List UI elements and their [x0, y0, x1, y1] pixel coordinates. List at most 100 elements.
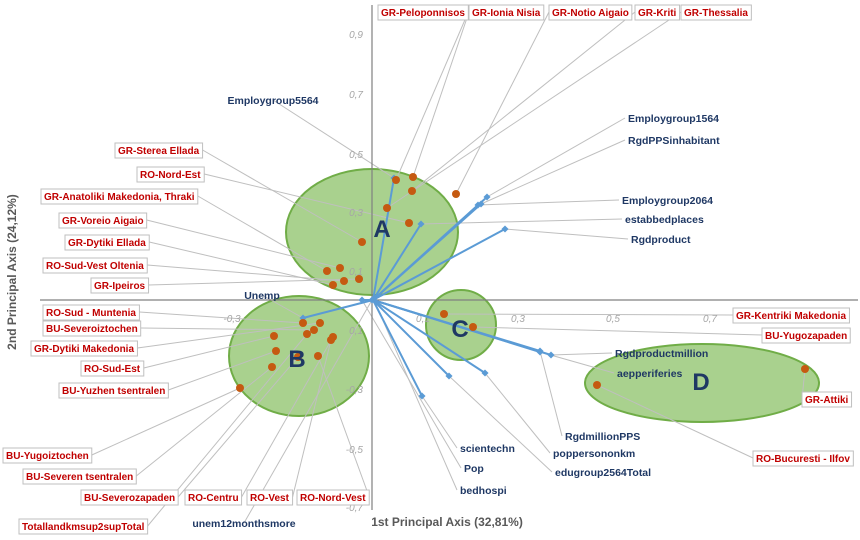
region-label-bu-severozapaden: BU-Severozapaden — [84, 493, 175, 504]
leader-gr-sterea-ellada — [202, 149, 363, 243]
cluster-ellipse-c — [425, 289, 497, 361]
cluster-label-c: C — [451, 316, 468, 343]
point-bu-severen-tsentralen — [268, 363, 276, 371]
y-tick-label: -0,7 — [346, 503, 364, 514]
leader-ro-bucuresti-ilfov — [596, 384, 754, 459]
region-label-ro-vest: RO-Vest — [250, 493, 290, 504]
vector-employgroup2064 — [372, 204, 479, 301]
leader-pop — [361, 299, 462, 469]
point-ro-vest — [327, 336, 335, 344]
vector-edugroup2564total — [372, 299, 450, 377]
leader-unem12monthsmore — [243, 299, 373, 524]
region-label-gr-ionia-nisia: GR-Ionia Nisia — [472, 8, 541, 19]
region-label-ro-sud-muntenia: RO-Sud - Muntenia — [46, 308, 136, 319]
leader-gr-ipeiros — [148, 278, 360, 286]
variable-label-estabbedplaces: estabbedplaces — [625, 214, 704, 226]
leader-gr-anatoliki-makedonia-thraki — [197, 195, 328, 272]
point-bu-severoiztochen — [310, 326, 318, 334]
leader-rgdmillionpps — [539, 350, 563, 437]
leader-bu-yugoiztochen — [91, 387, 241, 456]
vector-tip-rgdmillionpps — [536, 347, 544, 355]
region-label-box-gr-attiki — [801, 391, 853, 408]
vector-tip-poppersononkm — [481, 369, 489, 377]
region-label-ro-nord-vest: RO-Nord-Vest — [300, 493, 366, 504]
variable-label-pop: Pop — [464, 463, 484, 475]
region-label-gr-kentriki-makedonia: GR-Kentriki Makedonia — [736, 311, 846, 322]
y-tick-label: 0,1 — [349, 267, 363, 278]
leader-employgroup1564 — [486, 117, 626, 198]
region-label-box-bu-yuzhen-tsentralen — [58, 382, 169, 399]
leader-ro-sud-muntenia — [139, 311, 304, 324]
variable-label-unem12monthsmore: unem12monthsmore — [192, 518, 295, 530]
vector-tip-edugroup2564total — [445, 372, 453, 380]
vector-scientechn — [372, 299, 423, 397]
cluster-label-a: A — [373, 216, 390, 243]
point-gr-attiki — [801, 365, 809, 373]
region-label-box-ro-bucuresti-ilfov — [752, 450, 854, 467]
vector-tip-scientechn — [418, 392, 426, 400]
variable-label-unemp: Unemp — [244, 290, 280, 302]
leader-ro-nord-vest — [317, 355, 370, 498]
point-gr-dytiki-ellada — [329, 281, 337, 289]
vector-rgdmillionpps — [372, 299, 541, 352]
region-label-ro-centru: RO-Centru — [188, 493, 239, 504]
point-gr-anatoliki-makedonia-thraki — [323, 267, 331, 275]
region-label-bu-yuzhen-tsentralen: BU-Yuzhen tsentralen — [62, 386, 165, 397]
leader-gr-thessalia — [386, 11, 682, 209]
y-tick-label: -0,5 — [346, 445, 364, 456]
region-label-bu-yugoiztochen: BU-Yugoiztochen — [6, 451, 89, 462]
region-label-ro-sud-est: RO-Sud-Est — [84, 364, 141, 375]
y-axis-title: 2nd Principal Axis (24,12%) — [5, 194, 19, 350]
leader-ro-centru — [241, 336, 334, 498]
cluster-label-d: D — [692, 369, 709, 396]
variable-label-edugroup2564total: edugroup2564Total — [555, 467, 651, 479]
cluster-ellipse-d — [584, 343, 820, 423]
point-bu-severozapaden — [294, 353, 302, 361]
region-label-totallandkmsup2suptotal: Totallandkmsup2supTotal — [22, 522, 145, 533]
variable-label-employgroup2064: Employgroup2064 — [622, 195, 713, 207]
leader-employgroup5564 — [272, 99, 395, 179]
leader-gr-dytiki-makedonia — [137, 322, 321, 349]
region-label-gr-peloponnisos: GR-Peloponnisos — [381, 8, 465, 19]
x-tick-label: 0,5 — [606, 314, 620, 325]
region-label-box-gr-notio-aigaio — [548, 4, 633, 21]
point-gr-voreio-aigaio — [336, 264, 344, 272]
point-bu-yugozapaden — [469, 323, 477, 331]
region-label-ro-bucuresti-ilfov: RO-Bucuresti - Ilfov — [756, 454, 850, 465]
point-gr-ipeiros — [355, 275, 363, 283]
point-gr-peloponnisos — [392, 176, 400, 184]
x-tick-label: 0,7 — [703, 314, 717, 325]
region-label-box-totallandkmsup2suptotal — [18, 518, 149, 535]
leader-employgroup2064 — [477, 199, 620, 206]
leader-gr-ionia-nisia — [412, 11, 470, 178]
leader-bu-yugozapaden — [472, 326, 763, 336]
variable-label-rgdmillionpps: RgdmillionPPS — [565, 431, 640, 443]
region-label-gr-kriti: GR-Kriti — [638, 8, 677, 19]
region-label-gr-dytiki-makedonia: GR-Dytiki Makedonia — [34, 344, 134, 355]
vector-tip-estabbedplaces — [417, 220, 425, 228]
region-label-gr-thessalia: GR-Thessalia — [684, 8, 748, 19]
region-label-box-bu-yugoiztochen — [2, 447, 93, 464]
leader-gr-kentriki-makedonia — [443, 313, 734, 316]
point-ro-nord-est — [405, 219, 413, 227]
variable-label-rgdppsinhabitant: RgdPPSinhabitant — [628, 135, 720, 147]
tick-labels: 0,9 0,7 0,5 0,3 0,1 0,1 -0,3 -0,5 -0,7 -0,3 0,1 0,3… — [223, 30, 717, 514]
y-tick-label: 0,5 — [349, 150, 363, 161]
region-label-box-ro-vest — [246, 489, 294, 506]
region-label-box-gr-ionia-nisia — [468, 4, 545, 21]
point-ro-sud-muntenia — [299, 319, 307, 327]
region-label-box-gr-peloponnisos — [377, 4, 469, 21]
vector-tip-unem12monthsmore — [368, 296, 376, 304]
region-label-gr-sterea-ellada: GR-Sterea Ellada — [118, 146, 200, 157]
point-ro-sud-vest-oltenia — [340, 277, 348, 285]
region-label-box-gr-anatoliki-makedonia-thraki — [40, 188, 199, 205]
point-ro-sud-est — [270, 332, 278, 340]
cluster-labels: A B C D — [288, 216, 709, 396]
variable-label-scientechn: scientechn — [460, 443, 515, 455]
leader-gr-notio-aigaio — [455, 11, 550, 195]
point-totallandkmsup2suptotal — [303, 330, 311, 338]
region-label-box-gr-kentriki-makedonia — [732, 307, 850, 324]
vector-tip-pop — [358, 296, 366, 304]
variable-label-employgroup5564: Employgroup5564 — [227, 95, 318, 107]
